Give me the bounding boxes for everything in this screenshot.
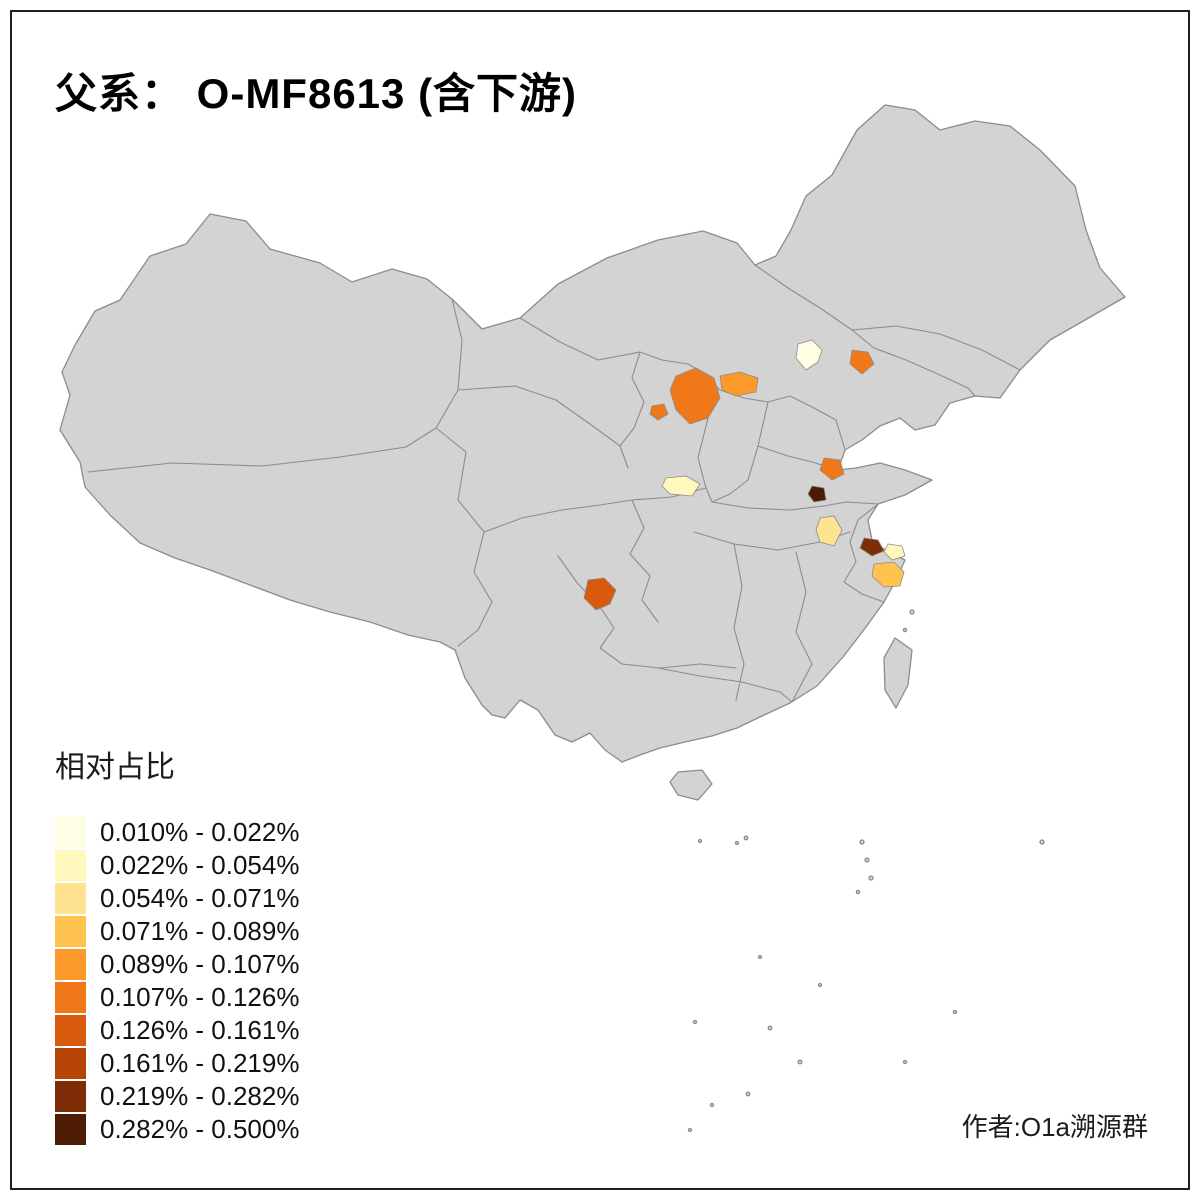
legend-color-swatch (55, 883, 86, 914)
legend-color-swatch (55, 1114, 86, 1145)
region-inner-mongolia-center (719, 371, 759, 397)
legend-items: 0.010% - 0.022% 0.022% - 0.054% 0.054% - 0… (55, 816, 299, 1146)
legend-item: 0.010% - 0.022% (55, 816, 299, 849)
legend-color-swatch (55, 1048, 86, 1079)
region-shanghai-area (883, 543, 906, 561)
legend-range-label: 0.022% - 0.054% (100, 850, 300, 880)
legend-item: 0.071% - 0.089% (55, 915, 299, 948)
legend-color-swatch (55, 949, 86, 980)
legend-color-swatch (55, 916, 86, 947)
legend-title: 相对占比 (55, 751, 175, 784)
legend-item: 0.089% - 0.107% (55, 948, 299, 981)
legend-range-label: 0.282% - 0.500% (100, 1114, 300, 1144)
legend-item: 0.107% - 0.126% (55, 981, 299, 1014)
legend-range-label: 0.010% - 0.022% (100, 817, 300, 847)
region-shandong-jiangsu-border (819, 457, 845, 481)
taiwan-island (883, 637, 913, 709)
region-anhui-center (815, 515, 843, 547)
legend-item: 0.282% - 0.500% (55, 1113, 299, 1146)
legend-range-label: 0.219% - 0.282% (100, 1081, 300, 1111)
page-title: 父系： O-MF8613 (含下游) (55, 70, 578, 117)
legend-color-swatch (55, 1015, 86, 1046)
legend-color-swatch (55, 850, 86, 881)
legend-range-label: 0.089% - 0.107% (100, 949, 300, 979)
legend-range-label: 0.071% - 0.089% (100, 916, 300, 946)
region-shanxi-south (661, 475, 701, 497)
legend-item: 0.219% - 0.282% (55, 1080, 299, 1113)
legend-color-swatch (55, 817, 86, 848)
china-mainland-outline (59, 104, 1126, 763)
legend: 相对占比 0.010% - 0.022% 0.022% - 0.054% 0.054… (55, 742, 299, 1146)
region-henan-east (807, 485, 827, 503)
legend-item: 0.126% - 0.161% (55, 1014, 299, 1047)
legend-item: 0.161% - 0.219% (55, 1047, 299, 1080)
region-jiangsu-south (859, 537, 885, 557)
highlighted-regions (583, 339, 906, 611)
region-shaanxi-north-large (669, 367, 721, 425)
legend-color-swatch (55, 982, 86, 1013)
south-china-sea-islets (687, 609, 1045, 1133)
region-zhejiang-north (871, 561, 905, 588)
author-credit: 作者:O1a溯源群 (961, 1112, 1148, 1142)
hainan-island (669, 769, 713, 801)
legend-item: 0.022% - 0.054% (55, 849, 299, 882)
region-liaoning-south (849, 349, 875, 375)
legend-color-swatch (55, 1081, 86, 1112)
legend-range-label: 0.161% - 0.219% (100, 1048, 300, 1078)
region-sichuan-south (583, 577, 617, 611)
legend-item: 0.054% - 0.071% (55, 882, 299, 915)
legend-range-label: 0.054% - 0.071% (100, 883, 300, 913)
region-shaanxi-north-small (649, 403, 669, 421)
legend-range-label: 0.107% - 0.126% (100, 982, 300, 1012)
legend-range-label: 0.126% - 0.161% (100, 1015, 300, 1045)
region-beijing (795, 339, 823, 371)
